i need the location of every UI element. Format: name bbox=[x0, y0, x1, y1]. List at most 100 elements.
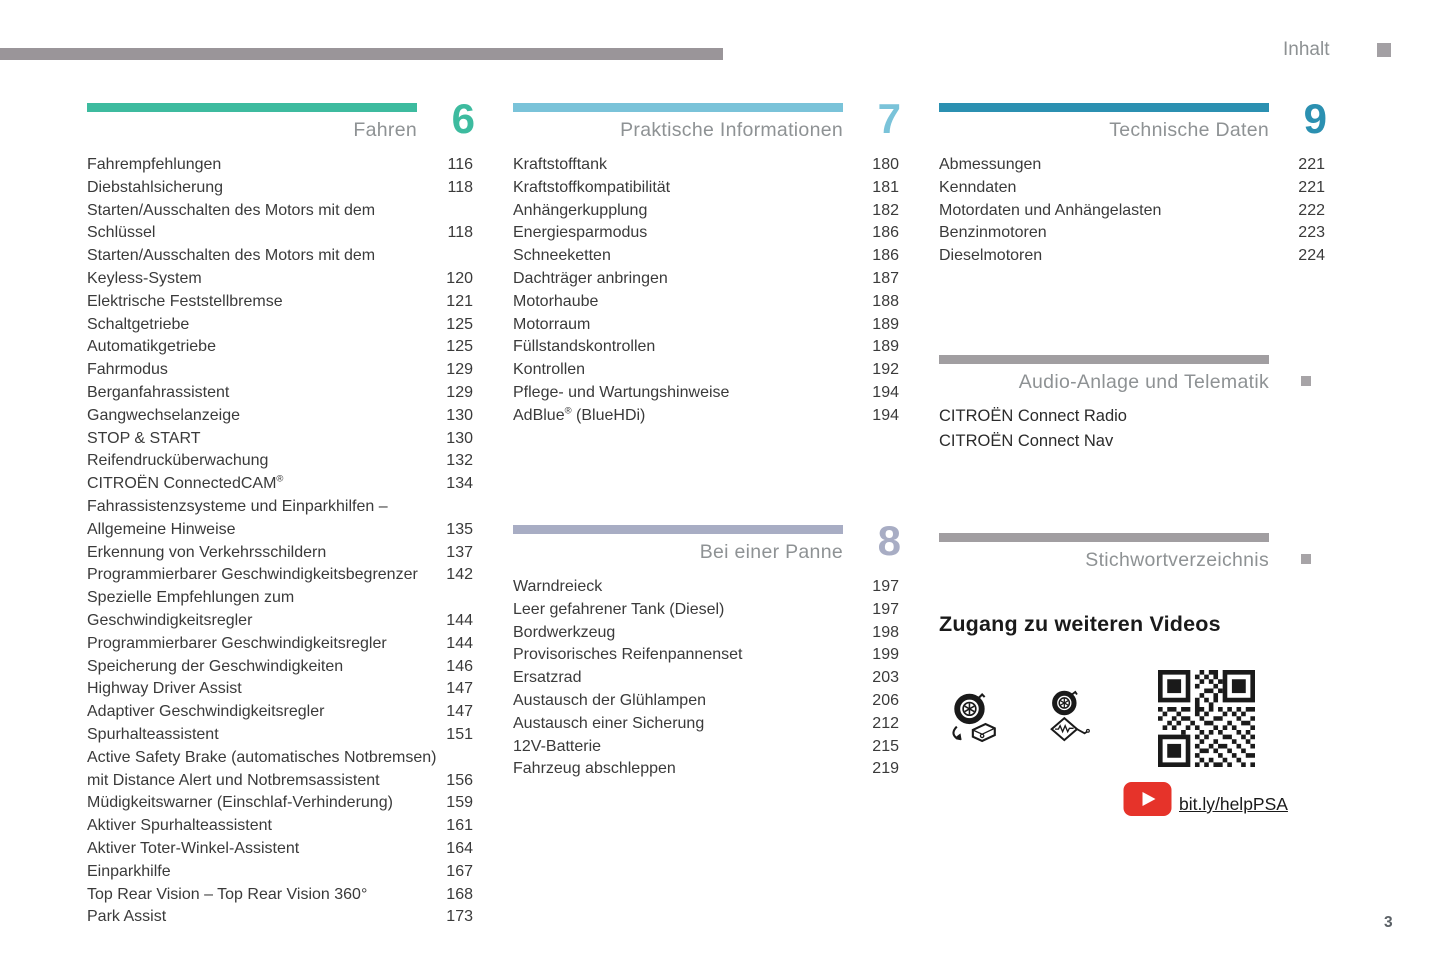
toc-entry-label: Energiesparmodus bbox=[513, 224, 648, 242]
toc-entry[interactable]: Kraftstofftank 180 bbox=[513, 154, 899, 177]
section-bar bbox=[513, 525, 843, 534]
toc-entry-page: 156 bbox=[446, 771, 473, 789]
toc-entry-label: Speicherung der Geschwindigkeiten bbox=[87, 657, 344, 675]
toc-entry-page: 221 bbox=[1298, 156, 1325, 173]
toc-entry[interactable]: Provisorisches Reifenpannenset 199 bbox=[513, 644, 899, 667]
toc-entry[interactable]: Kontrollen 192 bbox=[513, 359, 899, 382]
toc-entry-label: Erkennung von Verkehrsschildern bbox=[87, 543, 327, 561]
toc-entry-label: Motorraum bbox=[513, 315, 591, 333]
toc-entry[interactable]: Energiesparmodus 186 bbox=[513, 222, 899, 245]
videos-block: Zugang zu weiteren Videos bbox=[939, 598, 1339, 858]
toc-entry[interactable]: Fahrmodus 129 bbox=[87, 359, 473, 382]
toc-entry-page: 180 bbox=[872, 156, 899, 173]
videos-heading: Zugang zu weiteren Videos bbox=[939, 612, 1221, 636]
toc-entry-page: 144 bbox=[446, 634, 473, 652]
toc-entry[interactable]: Kenndaten 221 bbox=[939, 177, 1325, 200]
toc-entry-label: Füllstandskontrollen bbox=[513, 338, 656, 356]
toc-entry[interactable]: Automatikgetriebe 125 bbox=[87, 336, 473, 359]
toc-entry[interactable]: Müdigkeitswarner (Einschlaf-Verhinderung… bbox=[87, 792, 473, 815]
toc-entry[interactable]: Schneeketten 186 bbox=[513, 245, 899, 268]
toc-entry[interactable]: STOP & START 130 bbox=[87, 428, 473, 451]
toc-entry[interactable]: Motorhaube 188 bbox=[513, 291, 899, 314]
toc-entry-page: 186 bbox=[872, 247, 899, 265]
toc-entry[interactable]: Aktiver Toter-Winkel-Assistent 164 bbox=[87, 838, 473, 861]
toc-entry-page: 219 bbox=[872, 760, 899, 778]
toc-entry[interactable]: Benzinmotoren 223 bbox=[939, 222, 1325, 245]
section-bar bbox=[513, 103, 843, 112]
toc-entry[interactable]: Programmierbarer Geschwindigkeitsbegrenz… bbox=[87, 564, 473, 587]
toc-entry[interactable]: Elektrische Feststellbremse 121 bbox=[87, 291, 473, 314]
toc-entry[interactable]: Dachträger anbringen 187 bbox=[513, 268, 899, 291]
toc-entry-page: 197 bbox=[872, 578, 899, 595]
toc-entry[interactable]: CITROËN Connect Radio bbox=[939, 404, 1325, 429]
toc-entry[interactable]: AdBlue® (BlueHDi) 194 bbox=[513, 405, 899, 428]
toc-entry[interactable]: Ersatzrad 203 bbox=[513, 667, 899, 690]
toc-entry-label: CITROËN Connect Nav bbox=[939, 431, 1114, 450]
toc-entry[interactable]: CITROËN ConnectedCAM® 134 bbox=[87, 473, 473, 496]
section-fahren: Fahren 6 Fahrempfehlungen 116 Diebstahlsic… bbox=[87, 98, 475, 929]
toc-entry[interactable]: Motorraum 189 bbox=[513, 314, 899, 337]
toc-entry-page: 130 bbox=[446, 406, 473, 424]
toc-entry[interactable]: Highway Driver Assist 147 bbox=[87, 678, 473, 701]
toc-entry[interactable]: Abmessungen 221 bbox=[939, 154, 1325, 177]
toc-entry[interactable]: Starten/Ausschalten des Motors mit dem K… bbox=[87, 245, 473, 291]
toc-entry-page: 137 bbox=[446, 543, 473, 561]
toc-entry[interactable]: Leer gefahrener Tank (Diesel) 197 bbox=[513, 599, 899, 622]
toc-entry[interactable]: Bordwerkzeug 198 bbox=[513, 622, 899, 645]
toc-entry-label: Warndreieck bbox=[513, 578, 603, 595]
toc-entry[interactable]: Anhängerkupplung 182 bbox=[513, 200, 899, 223]
toc-entry[interactable]: Fahrassistenzsysteme und Einparkhilfen –… bbox=[87, 496, 473, 542]
toc-entry-page: 134 bbox=[446, 475, 473, 493]
toc-entry[interactable]: 12V-Batterie 215 bbox=[513, 736, 899, 759]
section-praktische-informationen: Praktische Informationen 7 Kraftstofftan… bbox=[513, 98, 901, 428]
toc-entry[interactable]: Park Assist 173 bbox=[87, 906, 473, 929]
toc-entry-label: Diebstahlsicherung bbox=[87, 178, 224, 196]
youtube-icon[interactable] bbox=[1123, 782, 1172, 816]
toc-entry[interactable]: CITROËN Connect Nav bbox=[939, 429, 1325, 454]
toc-entry[interactable]: Einparkhilfe 167 bbox=[87, 861, 473, 884]
toc-entry-label: Austausch einer Sicherung bbox=[513, 714, 705, 732]
toc-entry[interactable]: Berganfahrassistent 129 bbox=[87, 382, 473, 405]
toc-entry[interactable]: Pflege- und Wartungshinweise 194 bbox=[513, 382, 899, 405]
toc-entry-label: Spurhalteassistent bbox=[87, 725, 219, 743]
toc-entry[interactable]: Starten/Ausschalten des Motors mit dem S… bbox=[87, 200, 473, 246]
toc-entry[interactable]: Active Safety Brake (automatisches Notbr… bbox=[87, 747, 473, 793]
toc-entry-page: 212 bbox=[872, 714, 899, 732]
toc-entry-page: 130 bbox=[446, 429, 473, 447]
toc-entry[interactable]: Dieselmotoren 224 bbox=[939, 245, 1325, 268]
toc-entry[interactable]: Warndreieck 197 bbox=[513, 576, 899, 599]
toc-entry-label: Abmessungen bbox=[939, 156, 1042, 173]
toc-entry[interactable]: Adaptiver Geschwindigkeitsregler 147 bbox=[87, 701, 473, 724]
toc-entry[interactable]: Speicherung der Geschwindigkeiten 146 bbox=[87, 656, 473, 679]
toc-entry[interactable]: Schaltgetriebe 125 bbox=[87, 314, 473, 337]
toc-entry-page: 125 bbox=[446, 315, 473, 333]
toc-entry[interactable]: Spezielle Empfehlungen zum Geschwindigke… bbox=[87, 587, 473, 633]
toc-entry[interactable]: Programmierbarer Geschwindigkeitsregler 1… bbox=[87, 633, 473, 656]
toc-entry-label: Provisorisches Reifenpannenset bbox=[513, 646, 743, 664]
toc-entry-label: Müdigkeitswarner (Einschlaf-Verhinderung… bbox=[87, 794, 393, 812]
toc-entry[interactable]: Fahrzeug abschleppen 219 bbox=[513, 758, 899, 781]
toc-entry[interactable]: Top Rear Vision – Top Rear Vision 360° 16… bbox=[87, 884, 473, 907]
toc-entry-label: Dachträger anbringen bbox=[513, 269, 668, 287]
toc-entry-label: Austausch der Glühlampen bbox=[513, 691, 706, 709]
toc-entry[interactable]: Füllstandskontrollen 189 bbox=[513, 336, 899, 359]
toc-entry[interactable]: Kraftstoffkompatibilität 181 bbox=[513, 177, 899, 200]
toc-entry[interactable]: Motordaten und Anhängelasten 222 bbox=[939, 200, 1325, 223]
toc-entry[interactable]: Diebstahlsicherung 118 bbox=[87, 177, 473, 200]
video-link[interactable]: bit.ly/helpPSA bbox=[1179, 794, 1288, 814]
toc-entry[interactable]: Reifendrucküberwachung 132 bbox=[87, 450, 473, 473]
tire-repair-kit-icon bbox=[952, 693, 996, 743]
toc-entry[interactable]: Austausch einer Sicherung 212 bbox=[513, 713, 899, 736]
toc-entry-label: Ersatzrad bbox=[513, 669, 582, 687]
toc-entry[interactable]: Gangwechselanzeige 130 bbox=[87, 405, 473, 428]
section-audio-anlage-und-telematik: Audio-Anlage und Telematik CITROËN Conne… bbox=[939, 355, 1325, 453]
toc-entry-page: 129 bbox=[446, 361, 473, 379]
toc-entry[interactable]: Erkennung von Verkehrsschildern 137 bbox=[87, 542, 473, 565]
toc-entry[interactable]: Aktiver Spurhalteassistent 161 bbox=[87, 815, 473, 838]
toc-entry[interactable]: Spurhalteassistent 151 bbox=[87, 724, 473, 747]
toc-entry-label: Highway Driver Assist bbox=[87, 680, 242, 698]
toc-entry[interactable]: Austausch der Glühlampen 206 bbox=[513, 690, 899, 713]
section-title: Fahren bbox=[353, 119, 417, 141]
toc-entry[interactable]: Fahrempfehlungen 116 bbox=[87, 154, 473, 177]
